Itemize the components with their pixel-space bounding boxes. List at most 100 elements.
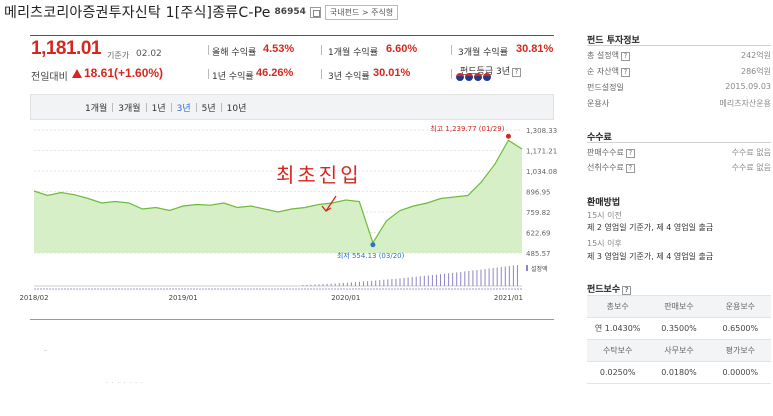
volume-bar xyxy=(387,279,389,286)
volume-bar xyxy=(464,271,466,286)
fund-category-link[interactable]: 국내펀드 > 주식형 xyxy=(324,4,399,20)
help-icon[interactable]: ? xyxy=(625,149,635,158)
volume-bar xyxy=(427,275,429,286)
price-date: 02.02 xyxy=(136,49,162,59)
change-value-text: 18.61(+1.60%) xyxy=(84,66,164,80)
redemption-title: 환매방법 xyxy=(587,198,621,208)
return-value-1m: 6.60% xyxy=(386,43,418,55)
period-tab-0[interactable]: 1개월 xyxy=(85,103,108,114)
annotation-text: 최초진입 xyxy=(276,163,362,187)
help-icon[interactable]: ? xyxy=(622,286,632,295)
y-tick-label: 622.69 xyxy=(526,230,551,238)
y-tick-label: 896.95 xyxy=(526,189,551,197)
grade-dot-icon xyxy=(456,73,464,81)
divider xyxy=(208,69,209,79)
redemption-before-text: 제 2 영업일 기준가, 제 4 영업일 출금 xyxy=(587,223,714,232)
info-row-net: 순 자산액? 286억원 xyxy=(587,66,771,78)
table-cell: 총보수 xyxy=(587,295,649,318)
volume-legend-swatch xyxy=(526,265,528,271)
volume-bar xyxy=(359,281,360,286)
divider xyxy=(44,350,47,351)
divider xyxy=(220,102,222,112)
fund-code: 86954 xyxy=(274,7,306,17)
fee-label: 선취수수료? xyxy=(587,162,635,173)
divider xyxy=(587,142,771,143)
volume-bar xyxy=(318,284,320,286)
table-cell: 운용보수 xyxy=(709,295,771,318)
grade-dot-icon xyxy=(483,73,491,81)
volume-bar xyxy=(334,283,336,286)
fee-row-sales: 판매수수료? 수수료 없음 xyxy=(587,147,771,159)
volume-bar xyxy=(354,282,356,286)
volume-bar xyxy=(314,284,316,286)
volume-bar xyxy=(391,279,393,286)
help-icon[interactable]: ? xyxy=(620,52,630,61)
max-point-marker xyxy=(505,133,511,139)
help-icon[interactable]: ? xyxy=(620,68,630,77)
volume-bar xyxy=(302,284,304,286)
volume-bar xyxy=(395,278,397,286)
period-tab-5[interactable]: 10년 xyxy=(226,103,247,114)
table-row: 수탁보수 사무보수 평가보수 xyxy=(587,339,771,362)
table-cell: 0.3500% xyxy=(648,317,710,340)
info-label: 총 설정액? xyxy=(587,50,630,61)
divider xyxy=(451,69,452,79)
period-selector: 1개월 3개월 1년 3년 5년 10년 xyxy=(30,94,554,120)
volume-bar xyxy=(330,283,332,286)
help-icon[interactable]: ? xyxy=(512,68,521,77)
divider xyxy=(321,69,322,79)
divider xyxy=(208,45,209,55)
return-label-ytd: 올해 수익률 xyxy=(212,48,257,58)
table-cell: 사무보수 xyxy=(648,339,710,362)
fund-header: 메리츠코리아증권투자신탁 1[주식]종류C-Pe 86954 국내펀드 > 주식… xyxy=(4,2,399,22)
fund-grade-rating xyxy=(456,73,491,81)
annotation-arrowhead xyxy=(321,205,332,212)
x-tick-label: 2018/02 xyxy=(19,294,48,302)
min-point-marker xyxy=(370,242,376,248)
volume-bar xyxy=(500,267,502,286)
volume-bar xyxy=(419,276,421,286)
fund-info-title: 펀드 투자정보 xyxy=(587,36,640,46)
divider xyxy=(195,102,197,112)
grade-dot-icon xyxy=(474,73,482,81)
info-value: 2015.09.03 xyxy=(725,82,771,91)
x-tick-label: 2021/01 xyxy=(494,294,523,302)
info-label: 순 자산액? xyxy=(587,66,630,77)
return-label-3m: 3개월 수익률 xyxy=(458,48,508,58)
divider xyxy=(145,102,147,112)
volume-bar xyxy=(448,273,450,286)
volume-bar xyxy=(346,282,348,286)
max-point-label: 최고 1,239.77 (01/29) xyxy=(430,124,504,133)
price-chart: 1,308.33 1,171.21 1,034.08 896.95 759.82 622.… xyxy=(19,124,557,302)
table-cell: 0.6500% xyxy=(709,317,771,340)
volume-bar xyxy=(383,279,385,286)
volume-bar xyxy=(476,270,478,286)
volume-bar xyxy=(342,282,344,286)
price-date-label: 기준가 xyxy=(107,51,130,60)
info-value: 286억원 xyxy=(741,67,771,76)
help-icon[interactable]: ? xyxy=(625,164,635,173)
volume-bar xyxy=(444,273,446,286)
change-value: 18.61(+1.60%) xyxy=(72,66,163,80)
volume-bar xyxy=(504,266,506,286)
volume-bar xyxy=(379,280,381,286)
info-row-total: 총 설정액? 242억원 xyxy=(587,50,771,62)
current-price: 1,181.01 xyxy=(31,38,101,59)
period-tab-1[interactable]: 3개월 xyxy=(118,103,141,114)
grade-dot-icon xyxy=(465,73,473,81)
divider xyxy=(321,45,322,55)
y-tick-label: 759.82 xyxy=(526,209,551,217)
period-tab-4[interactable]: 5년 xyxy=(201,103,216,114)
copy-icon[interactable] xyxy=(309,6,321,18)
period-tab-2[interactable]: 1년 xyxy=(151,103,166,114)
table-row: 총보수 판매보수 운용보수 xyxy=(587,295,771,318)
info-row-manager: 운용사 메리츠자산운용 xyxy=(587,98,771,110)
period-tab-3[interactable]: 3년 xyxy=(176,103,191,114)
return-value-ytd: 4.53% xyxy=(263,43,295,55)
volume-bar xyxy=(310,284,312,286)
volume-bar xyxy=(322,284,324,286)
y-tick-label: 1,034.08 xyxy=(526,168,557,176)
fund-grade-text: 펀드등급 3년 xyxy=(460,67,510,77)
x-tick-label: 2019/01 xyxy=(169,294,198,302)
volume-bar xyxy=(496,267,498,286)
